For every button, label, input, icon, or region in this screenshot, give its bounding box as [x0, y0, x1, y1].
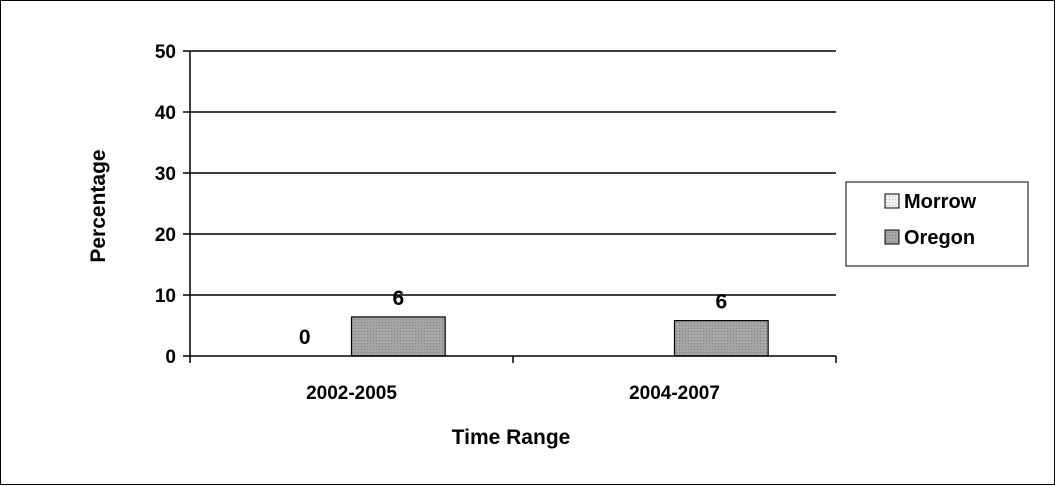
- legend-box: [845, 181, 1029, 267]
- axes: 0 10 20 30 40 50 2002-2005 2004-2007: [155, 42, 837, 404]
- y-tick-label: 10: [155, 286, 176, 307]
- gridlines: [190, 50, 836, 296]
- data-label: 6: [715, 291, 727, 314]
- bar-oregon-2004-2007: [673, 320, 769, 357]
- x-tick-label: 2004-2007: [629, 383, 720, 404]
- x-axis-title: Time Range: [452, 426, 571, 449]
- data-labels: 0 6 6: [299, 287, 727, 349]
- y-axis-title: Percentage: [87, 149, 110, 262]
- bars: [350, 316, 769, 357]
- y-tick-label: 30: [155, 164, 176, 185]
- y-tick-label: 20: [155, 225, 176, 246]
- legend-swatch-morrow: [884, 193, 900, 209]
- legend-label-morrow: Morrow: [904, 191, 977, 213]
- legend: Morrow Oregon: [845, 181, 1029, 267]
- y-tick-label: 50: [155, 42, 176, 63]
- y-tick-label: 40: [155, 103, 176, 124]
- legend-swatch-oregon: [884, 229, 900, 245]
- legend-label-oregon: Oregon: [904, 227, 975, 249]
- bar-oregon-2002-2005: [350, 316, 446, 357]
- y-tick-label: 0: [165, 347, 176, 368]
- x-tick-label: 2002-2005: [306, 383, 397, 404]
- data-label: 6: [392, 287, 404, 310]
- data-label: 0: [299, 326, 311, 349]
